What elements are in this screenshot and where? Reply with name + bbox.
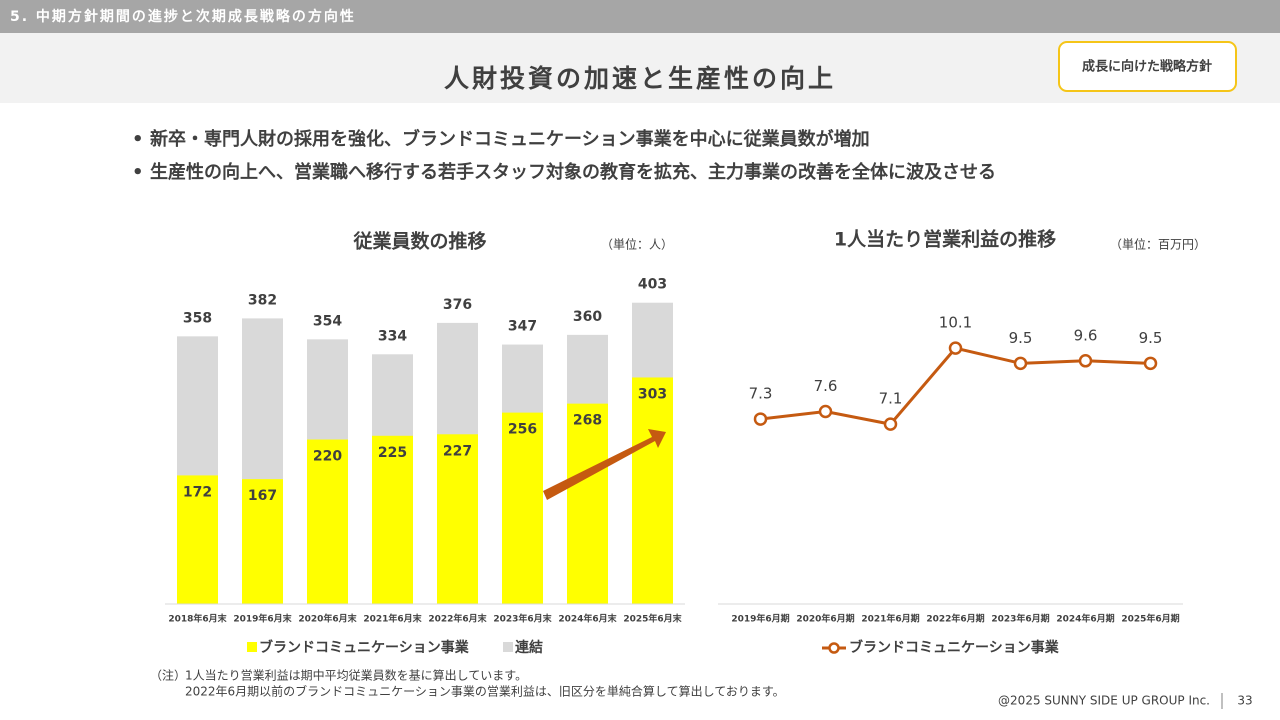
data-label: 167 bbox=[248, 488, 277, 504]
legend-label: 連結 bbox=[515, 639, 543, 656]
data-label: 9.5 bbox=[1009, 329, 1033, 347]
data-label: 403 bbox=[638, 277, 667, 293]
x-tick-label: 2024年6月末 bbox=[558, 613, 617, 625]
data-label: 303 bbox=[638, 386, 667, 402]
legend-marker bbox=[828, 642, 840, 654]
data-label: 268 bbox=[573, 413, 602, 429]
point bbox=[818, 404, 833, 419]
data-label: 382 bbox=[248, 292, 277, 308]
bullet: 新卒・専門人財の採用を強化、ブランドコミュニケーション事業を中心に従業員数が増加 bbox=[150, 128, 870, 150]
note-mark: （注） bbox=[150, 668, 186, 683]
x-tick-label: 2023年6月期 bbox=[991, 613, 1049, 625]
x-tick-label: 2019年6月末 bbox=[233, 613, 292, 625]
data-label: 7.3 bbox=[749, 385, 773, 403]
bar bbox=[242, 479, 283, 604]
x-tick-label: 2018年6月末 bbox=[168, 613, 227, 625]
point bbox=[948, 341, 963, 355]
charts: 従業員数の推移 （単位：人） 358 172 2018年6月末 382 167 2019年6月… bbox=[165, 228, 1206, 656]
bar bbox=[372, 435, 413, 604]
point bbox=[753, 412, 768, 426]
data-label: 334 bbox=[378, 328, 407, 344]
x-tick-label: 2021年6月期 bbox=[861, 613, 919, 625]
data-label: 7.1 bbox=[879, 390, 903, 408]
legend-swatch bbox=[247, 642, 257, 652]
legend-swatch bbox=[503, 642, 513, 652]
x-tick-label: 2023年6月末 bbox=[493, 613, 552, 625]
x-tick-label: 2025年6月期 bbox=[1121, 613, 1179, 625]
data-label: 225 bbox=[378, 445, 407, 461]
data-label: 347 bbox=[508, 319, 537, 335]
x-tick-label: 2019年6月期 bbox=[731, 613, 789, 625]
x-tick-label: 2022年6月期 bbox=[926, 613, 984, 625]
x-tick-label: 2021年6月末 bbox=[363, 613, 422, 625]
data-label: 358 bbox=[183, 310, 212, 326]
slide-title: 人財投資の加速と生産性の向上 bbox=[444, 64, 836, 93]
data-label: 220 bbox=[313, 449, 342, 465]
data-label: 7.6 bbox=[814, 377, 838, 395]
data-label: 354 bbox=[313, 313, 342, 329]
bar bbox=[177, 475, 218, 604]
data-label: 360 bbox=[573, 309, 602, 325]
bullet: 生産性の向上へ、営業職へ移行する若手スタッフ対象の教育を拡充、主力事業の改善を全… bbox=[150, 161, 996, 183]
page-number: 33 bbox=[1237, 694, 1252, 708]
x-tick-label: 2020年6月末 bbox=[298, 613, 357, 625]
x-tick-label: 2022年6月末 bbox=[428, 613, 487, 625]
badge-text: 成長に向けた戦略方針 bbox=[1082, 59, 1212, 75]
bullet-dot: • bbox=[132, 129, 144, 150]
bar bbox=[437, 434, 478, 604]
point bbox=[883, 417, 898, 431]
point bbox=[1013, 356, 1028, 371]
x-tick-label: 2020年6月期 bbox=[796, 613, 854, 625]
data-label: 9.5 bbox=[1139, 329, 1163, 347]
data-label: 172 bbox=[183, 484, 212, 500]
data-label: 227 bbox=[443, 443, 472, 459]
bar bbox=[567, 403, 608, 604]
chart-title: 従業員数の推移 bbox=[352, 230, 486, 253]
legend-label: ブランドコミュニケーション事業 bbox=[259, 639, 470, 656]
x-tick-label: 2024年6月期 bbox=[1056, 613, 1114, 625]
data-label: 376 bbox=[443, 297, 472, 313]
point bbox=[1143, 356, 1158, 371]
bar bbox=[307, 439, 348, 604]
note: 1人当たり営業利益は期中平均従業員数を基に算出しています。 bbox=[185, 668, 527, 683]
data-label: 256 bbox=[508, 422, 537, 438]
trend-arrow bbox=[543, 429, 666, 500]
legend-label: ブランドコミュニケーション事業 bbox=[849, 639, 1060, 656]
section-bar bbox=[0, 0, 1280, 33]
chart-title: 1人当たり営業利益の推移 bbox=[834, 228, 1056, 251]
x-tick-label: 2025年6月末 bbox=[623, 613, 682, 625]
data-label: 10.1 bbox=[939, 314, 972, 332]
bar bbox=[502, 412, 543, 604]
section-title: 5. 中期方針期間の進捗と次期成長戦略の方向性 bbox=[10, 8, 356, 25]
note: 2022年6月期以前のブランドコミュニケーション事業の営業利益は、旧区分を単純合… bbox=[185, 684, 785, 699]
bullet-dot: • bbox=[132, 162, 144, 183]
badge bbox=[1058, 41, 1237, 92]
unit-label: （単位：百万円） bbox=[1110, 237, 1206, 252]
point bbox=[1078, 354, 1093, 368]
unit-label: （単位：人） bbox=[601, 237, 673, 252]
bar bbox=[632, 377, 673, 604]
data-label: 9.6 bbox=[1074, 326, 1098, 344]
copyright: @2025 SUNNY SIDE UP GROUP Inc. bbox=[998, 694, 1210, 708]
